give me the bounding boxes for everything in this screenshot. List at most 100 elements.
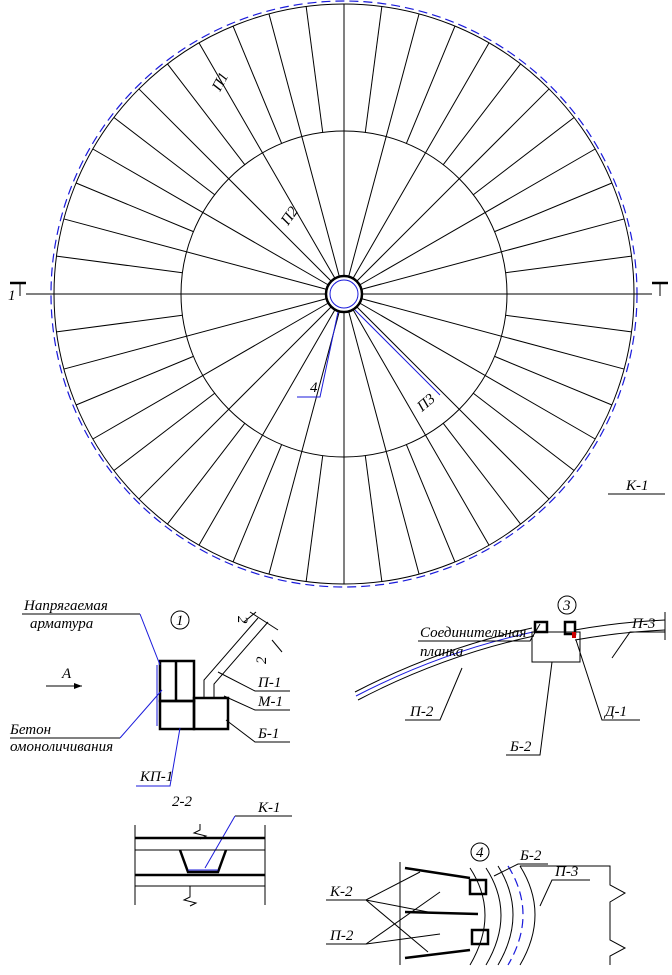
label: планка — [420, 644, 463, 660]
rib — [93, 303, 329, 439]
label: Б-2 — [509, 739, 532, 755]
label: К-2 — [329, 884, 353, 900]
break — [184, 886, 196, 906]
rib — [361, 219, 624, 289]
rib — [357, 307, 549, 499]
rib — [269, 311, 339, 574]
panel-label: П1 — [209, 70, 232, 95]
detail-4: 4 Б-2 П-3 К-2 П-2 — [326, 843, 625, 965]
label: К-1 — [257, 800, 280, 816]
rib — [443, 423, 520, 524]
rib — [365, 456, 382, 582]
block — [160, 701, 194, 729]
arrowhead — [74, 683, 82, 689]
rib — [357, 89, 549, 281]
rib — [167, 64, 244, 165]
hub-axis — [508, 866, 523, 965]
arrow — [272, 640, 282, 652]
panel — [204, 618, 258, 698]
rib — [353, 43, 489, 279]
panel-outline — [520, 866, 625, 965]
block — [194, 698, 228, 729]
view-label: А — [61, 666, 72, 682]
rib — [306, 456, 323, 582]
rib — [365, 6, 382, 132]
rib — [405, 950, 470, 958]
leader — [297, 312, 338, 397]
section-2-2: 2-2 К-1 — [135, 794, 292, 906]
rib — [360, 303, 596, 439]
rib — [64, 219, 327, 289]
rib — [495, 356, 612, 405]
label: Д-1 — [603, 704, 627, 720]
rib — [349, 14, 419, 277]
section-mark: 2 — [254, 656, 270, 664]
detail-1: 1 2 2 Напрягаемая арматура А Бетон омоно… — [9, 598, 290, 786]
rib — [506, 256, 632, 273]
label: П-3 — [554, 864, 578, 880]
leader — [205, 816, 235, 868]
section-label: 1 — [8, 288, 16, 304]
rib — [473, 117, 574, 194]
key-label: К-1 — [625, 478, 648, 494]
rib — [269, 14, 339, 277]
label: П-2 — [409, 704, 434, 720]
label: Бетон — [9, 722, 51, 738]
rib — [64, 299, 327, 369]
rib — [360, 149, 596, 285]
detail-3: 3 Соединительная планка П-3 П-2 Б-2 Д-1 — [355, 596, 665, 755]
leader — [366, 900, 428, 912]
callout-label: 4 — [310, 380, 318, 396]
leader — [366, 934, 440, 944]
label: Соединительная — [420, 625, 526, 641]
rib — [180, 850, 226, 872]
label: Б-1 — [257, 726, 279, 742]
rib — [199, 310, 335, 546]
label: П-3 — [631, 616, 655, 632]
plate — [472, 930, 488, 944]
hub — [470, 868, 485, 965]
detail-number: 3 — [562, 598, 571, 614]
label: Напрягаемая — [23, 598, 108, 614]
rib — [76, 183, 193, 232]
label: М-1 — [257, 694, 283, 710]
rib — [114, 393, 215, 470]
leader — [540, 880, 590, 906]
label: арматура — [30, 616, 93, 632]
panel-axis — [356, 632, 533, 696]
leader — [140, 614, 160, 665]
rib — [139, 89, 331, 281]
label: П-1 — [257, 675, 281, 691]
rib — [233, 26, 282, 143]
dome-plan — [26, 1, 652, 587]
rib — [405, 868, 470, 878]
rib — [349, 311, 419, 574]
rib — [139, 307, 331, 499]
rib — [506, 315, 632, 332]
rib — [495, 183, 612, 232]
hub — [486, 868, 501, 965]
section-mark: 2 — [234, 616, 250, 624]
label: П-2 — [329, 928, 354, 944]
rib — [306, 6, 323, 132]
hub — [326, 276, 362, 312]
leader — [612, 632, 665, 658]
rib — [443, 64, 520, 165]
rib — [361, 299, 624, 369]
rib — [56, 315, 182, 332]
rib — [473, 393, 574, 470]
rib — [406, 445, 455, 562]
detail-number: 4 — [476, 845, 484, 861]
rib — [76, 356, 193, 405]
label: КП-1 — [139, 769, 173, 785]
leader — [366, 900, 428, 952]
section-title: 2-2 — [172, 794, 192, 810]
rib — [167, 423, 244, 524]
rib — [353, 310, 489, 546]
label: Б-2 — [519, 848, 542, 864]
drawing: 1 П1 П2 П3 4 К-1 1 2 2 Напрягаемая армат… — [0, 0, 672, 975]
leader — [120, 690, 162, 738]
rib — [406, 26, 455, 143]
rib — [233, 445, 282, 562]
rib — [114, 117, 215, 194]
